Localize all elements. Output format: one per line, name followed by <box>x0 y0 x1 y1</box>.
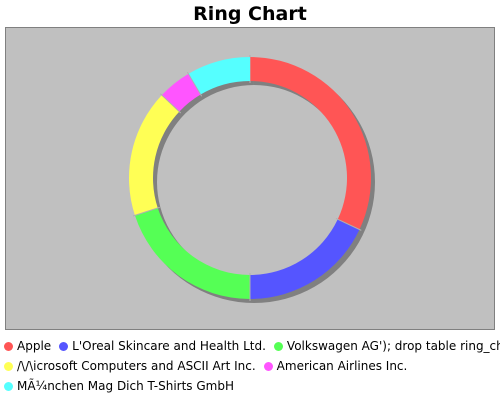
ring-segment-3 <box>129 95 179 215</box>
legend-row: MÃ¼nchen Mag Dich T-Shirts GmbH <box>4 376 496 396</box>
legend-label: Apple <box>17 336 51 356</box>
plot-area <box>5 27 495 330</box>
legend-swatch <box>4 362 13 371</box>
legend-label: Volkswagen AG'); drop table ring_chart;-… <box>287 336 500 356</box>
legend-swatch <box>264 362 273 371</box>
legend-label: /\/\icrosoft Computers and ASCII Art Inc… <box>17 356 256 376</box>
legend-item-american-airlines: American Airlines Inc. <box>264 356 408 376</box>
legend-label: MÃ¼nchen Mag Dich T-Shirts GmbH <box>17 376 234 396</box>
legend-item-apple: Apple <box>4 336 51 356</box>
chart-title: Ring Chart <box>0 2 500 26</box>
legend-row: /\/\icrosoft Computers and ASCII Art Inc… <box>4 356 496 376</box>
legend-swatch <box>59 342 68 351</box>
ring-chart <box>6 28 494 329</box>
legend-label: American Airlines Inc. <box>277 356 408 376</box>
legend-swatch <box>4 382 13 391</box>
legend-label: L'Oreal Skincare and Health Ltd. <box>72 336 266 356</box>
legend-swatch <box>4 342 13 351</box>
legend-row: Apple L'Oreal Skincare and Health Ltd. V… <box>4 336 496 356</box>
legend-item-volkswagen: Volkswagen AG'); drop table ring_chart;-… <box>274 336 500 356</box>
legend-item-munchen: MÃ¼nchen Mag Dich T-Shirts GmbH <box>4 376 234 396</box>
legend: Apple L'Oreal Skincare and Health Ltd. V… <box>4 336 496 396</box>
legend-swatch <box>274 342 283 351</box>
legend-item-microsoft: /\/\icrosoft Computers and ASCII Art Inc… <box>4 356 256 376</box>
legend-item-loreal: L'Oreal Skincare and Health Ltd. <box>59 336 266 356</box>
